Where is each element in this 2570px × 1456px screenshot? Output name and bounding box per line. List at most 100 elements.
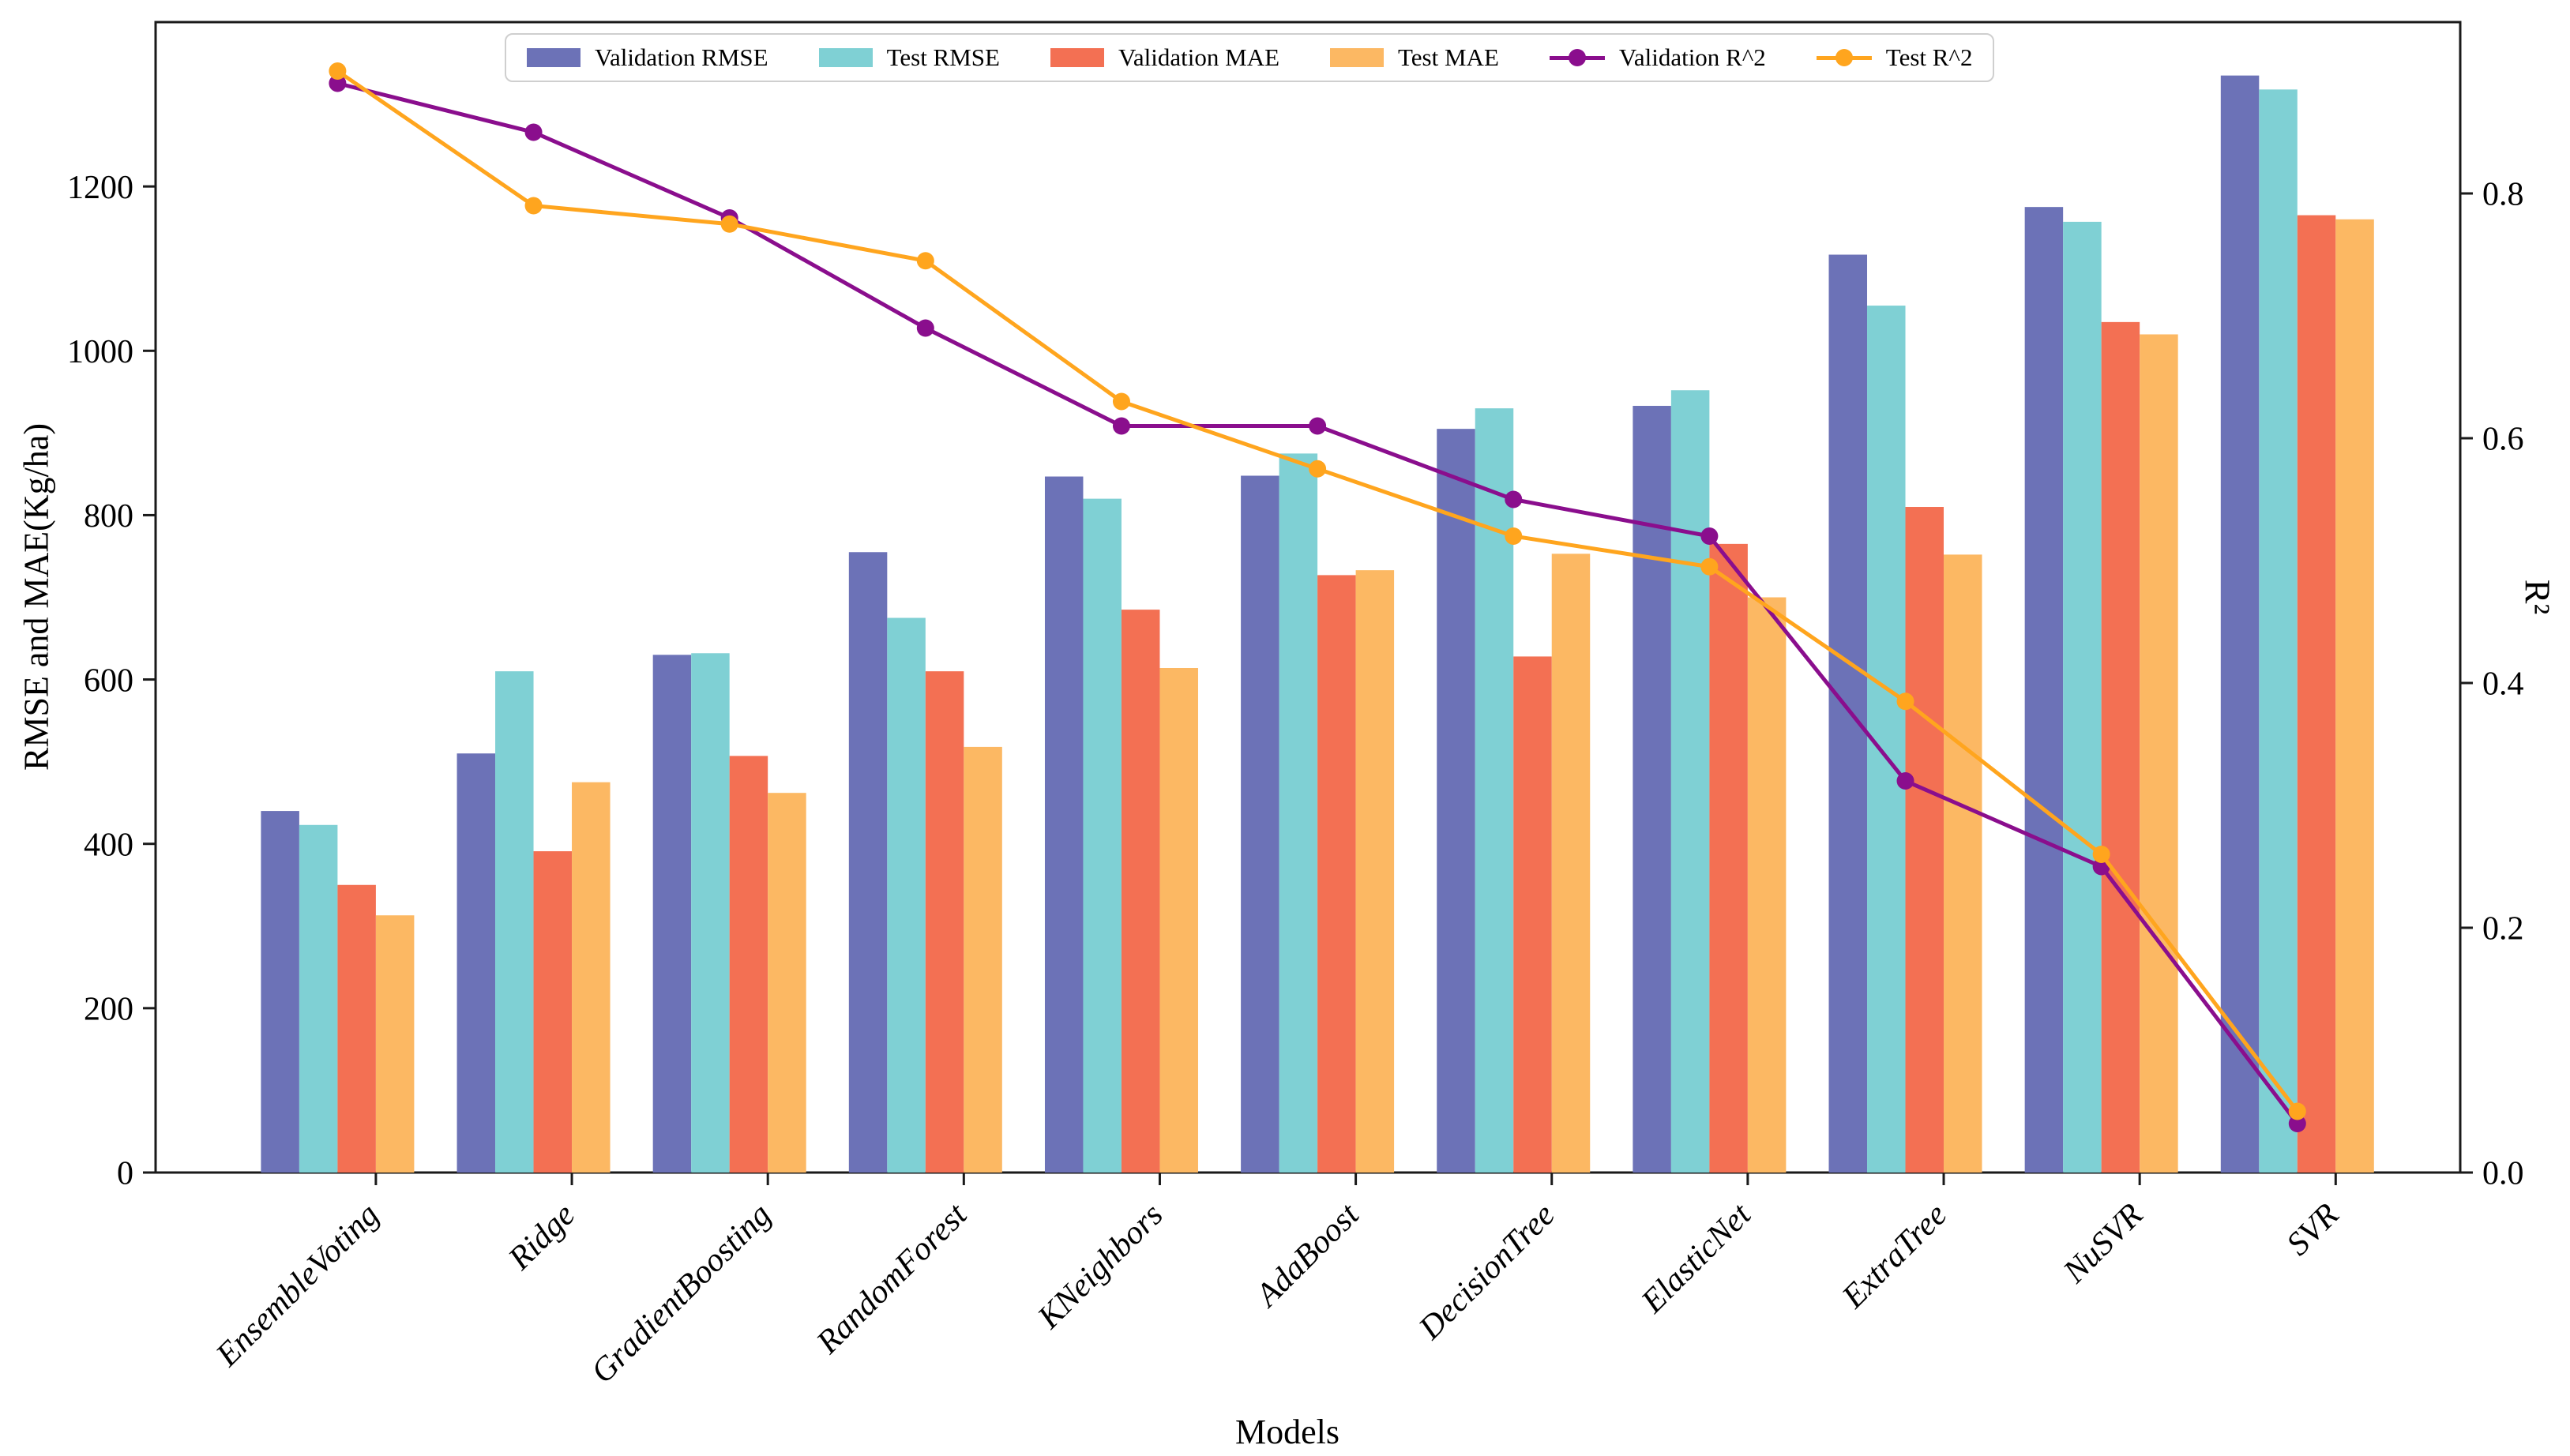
- bar-validation-mae: [1121, 610, 1160, 1173]
- bar-test-rmse: [1279, 453, 1318, 1173]
- point-test-r-2: [916, 252, 934, 270]
- bar-validation-mae: [729, 756, 768, 1173]
- y-axis-right-tick-label: 0.2: [2482, 911, 2524, 948]
- y-axis-right-tick-label: 0.4: [2482, 666, 2524, 703]
- x-axis-category-label: DecisionTree: [1411, 1197, 1562, 1348]
- legend-swatch-icon: [1050, 48, 1104, 67]
- x-axis-category-label: NuSVR: [2056, 1197, 2150, 1291]
- legend-label: Test R^2: [1885, 43, 1973, 71]
- legend: Validation RMSE Test RMSE Validation MAE Te…: [505, 33, 1995, 82]
- bar-test-rmse: [2259, 89, 2298, 1173]
- bar-test-rmse: [2063, 221, 2102, 1173]
- legend-item-test-rmse: Test RMSE: [818, 43, 1000, 72]
- bar-validation-rmse: [1044, 476, 1084, 1173]
- legend-label: Test MAE: [1398, 43, 1499, 71]
- legend-item-validation-rmse: Validation RMSE: [527, 43, 768, 72]
- point-validation-r-2: [1309, 417, 1327, 435]
- legend-line-marker-icon: [1549, 48, 1605, 66]
- bar-validation-mae: [533, 851, 573, 1173]
- point-test-r-2: [2288, 1102, 2306, 1120]
- bar-validation-rmse: [1437, 429, 1475, 1173]
- legend-dot-icon: [1568, 48, 1586, 66]
- bar-validation-mae: [1317, 575, 1356, 1173]
- y-axis-left-tick-label: 0: [117, 1156, 133, 1192]
- legend-swatch-icon: [818, 48, 873, 67]
- point-test-r-2: [720, 215, 738, 233]
- bar-validation-mae: [2297, 215, 2336, 1173]
- x-axis-category-label: AdaBoost: [1248, 1196, 1367, 1315]
- bar-validation-mae: [925, 671, 964, 1173]
- point-validation-r-2: [1896, 772, 1914, 790]
- bar-validation-mae: [1513, 656, 1552, 1173]
- bar-validation-rmse: [848, 552, 888, 1173]
- bar-test-mae: [1551, 554, 1591, 1173]
- y-axis-right-tick-label: 0.6: [2482, 422, 2524, 458]
- legend-label: Test RMSE: [886, 43, 1000, 71]
- point-validation-r-2: [1700, 527, 1719, 545]
- y-axis-left-tick-label: 400: [84, 827, 133, 863]
- bar-test-rmse: [1083, 498, 1122, 1173]
- bar-test-rmse: [299, 824, 338, 1173]
- bar-test-mae: [2140, 334, 2178, 1173]
- bar-validation-rmse: [261, 811, 299, 1173]
- bar-test-rmse: [691, 653, 730, 1173]
- point-test-r-2: [1505, 527, 1523, 545]
- bar-test-rmse: [887, 617, 926, 1173]
- point-test-r-2: [1896, 692, 1914, 711]
- bar-test-mae: [1944, 554, 1982, 1173]
- bar-test-mae: [1747, 597, 1787, 1173]
- point-validation-r-2: [916, 319, 934, 337]
- legend-label: Validation MAE: [1118, 43, 1280, 71]
- y-axis-left-tick-label: 600: [84, 662, 133, 699]
- legend-item-validation-r-2: Validation R^2: [1549, 43, 1766, 72]
- bar-validation-rmse: [2024, 207, 2064, 1173]
- y-axis-right-title: R²: [2517, 579, 2558, 615]
- y-axis-left-tick-label: 1200: [67, 170, 133, 206]
- legend-swatch-icon: [1330, 48, 1385, 67]
- point-validation-r-2: [329, 74, 347, 92]
- bar-test-rmse: [1670, 390, 1710, 1173]
- bar-validation-rmse: [457, 753, 496, 1173]
- bar-test-mae: [964, 746, 1002, 1173]
- x-axis-category-label: ElasticNet: [1634, 1196, 1759, 1321]
- y-axis-left-title: RMSE and MAE(Kg/ha): [17, 423, 56, 771]
- y-axis-left-tick-label: 1000: [67, 334, 133, 370]
- point-validation-r-2: [524, 123, 543, 141]
- bar-validation-rmse: [1241, 475, 1279, 1173]
- bar-validation-rmse: [1633, 406, 1671, 1173]
- point-test-r-2: [1700, 557, 1719, 576]
- point-validation-r-2: [2288, 1115, 2306, 1132]
- bar-test-mae: [1355, 570, 1395, 1173]
- y-axis-right-tick-label: 0.8: [2482, 177, 2524, 213]
- bar-test-mae: [572, 782, 611, 1173]
- bar-validation-mae: [2101, 321, 2140, 1173]
- point-test-r-2: [1112, 392, 1130, 411]
- point-test-r-2: [1309, 460, 1327, 478]
- legend-line-marker-icon: [1816, 48, 1872, 66]
- bar-validation-mae: [1709, 543, 1748, 1173]
- bar-validation-rmse: [1828, 254, 1868, 1173]
- legend-swatch-icon: [527, 48, 581, 67]
- x-axis-category-label: GradientBoosting: [584, 1197, 778, 1390]
- y-axis-right-tick-label: 0.0: [2482, 1156, 2524, 1192]
- y-axis-left-tick-label: 800: [84, 498, 133, 535]
- bar-validation-mae: [1905, 507, 1944, 1173]
- y-axis-left-tick-label: 200: [84, 992, 133, 1028]
- bar-test-mae: [1159, 668, 1198, 1173]
- x-axis-category-label: EnsembleVoting: [209, 1197, 386, 1375]
- point-validation-r-2: [1505, 490, 1523, 508]
- bar-test-mae: [2335, 219, 2374, 1173]
- legend-item-test-r-2: Test R^2: [1816, 43, 1973, 72]
- bar-test-rmse: [495, 671, 534, 1173]
- legend-item-validation-mae: Validation MAE: [1050, 43, 1279, 72]
- x-axis-category-label: Ridge: [502, 1197, 583, 1278]
- bar-test-mae: [375, 915, 415, 1173]
- x-axis-category-label: ExtraTree: [1835, 1197, 1954, 1316]
- legend-dot-icon: [1835, 48, 1853, 66]
- legend-label: Validation RMSE: [595, 43, 768, 71]
- point-test-r-2: [524, 197, 543, 215]
- bar-validation-mae: [337, 884, 376, 1173]
- x-axis-category-label: RandomForest: [810, 1196, 975, 1362]
